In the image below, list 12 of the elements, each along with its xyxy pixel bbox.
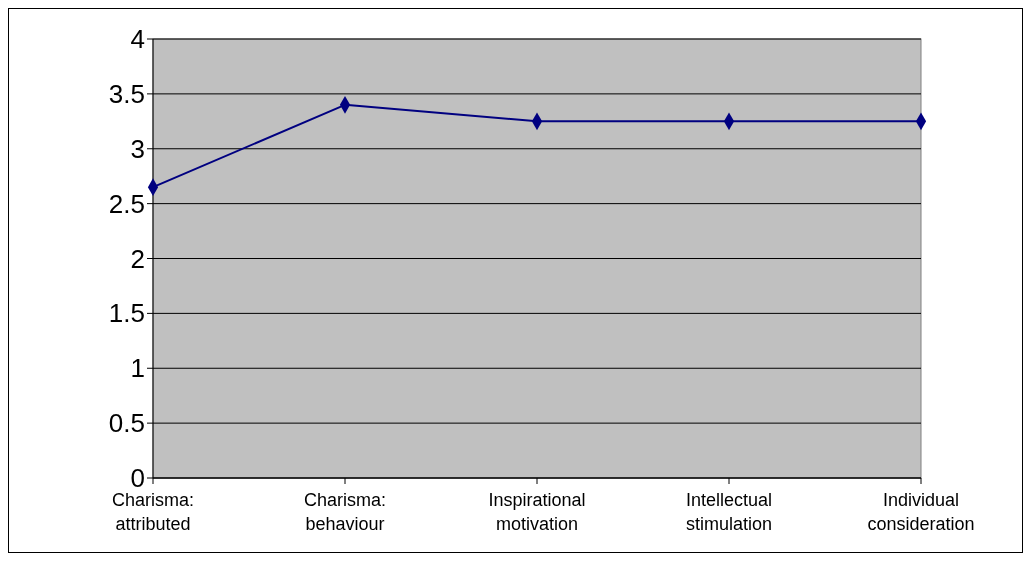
y-tick-label: 3 [130,133,145,164]
y-tick-label: 2.5 [108,188,145,219]
y-tick-label: 1 [130,353,145,384]
y-tick-label: 2 [130,243,145,274]
x-tick-label: Intellectual stimulation [685,490,773,534]
x-tick-label: Individual consideration [867,490,975,534]
y-tick-label: 1.5 [108,298,145,329]
y-tick-label: 0.5 [108,408,145,439]
y-tick-label: 4 [130,24,145,55]
x-tick-label: Charisma: behaviour [303,490,387,534]
x-tick-label: Inspirational motivation [488,490,586,534]
y-tick-label: 3.5 [108,78,145,109]
